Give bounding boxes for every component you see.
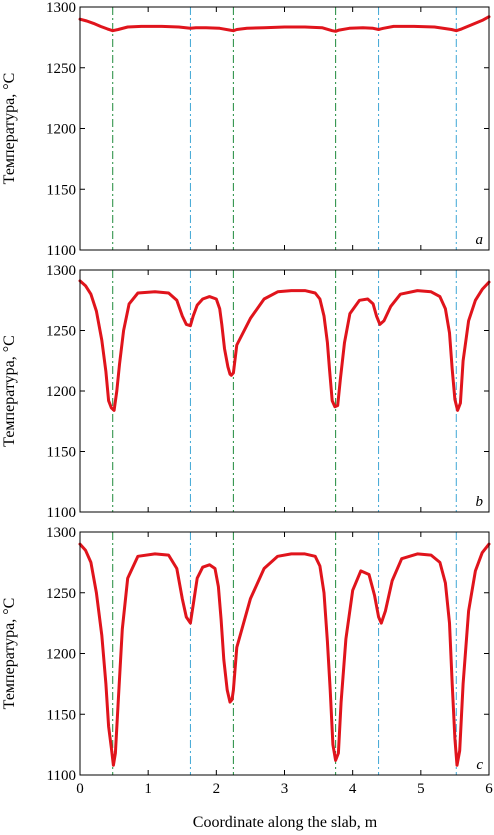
y-tick-label: 1150 — [47, 707, 76, 723]
y-axis-label: Температура, °C — [1, 335, 18, 447]
panel-a: 1100 1150 1200 1250 1300 Температура, °C a — [1, 0, 491, 259]
plot-frame — [79, 269, 490, 513]
y-tick-label: 1250 — [46, 61, 76, 77]
y-tick-label: 1200 — [46, 384, 76, 400]
temperature-curve — [78, 279, 491, 412]
y-tick-label: 1300 — [46, 525, 76, 541]
x-tick-label: 5 — [417, 781, 425, 797]
y-tick-label: 1100 — [47, 243, 76, 259]
y-tick-label: 1300 — [46, 0, 76, 16]
y-tick-label: 1150 — [47, 182, 76, 198]
plot-frame — [79, 531, 490, 776]
y-tick-label: 1150 — [47, 445, 76, 461]
x-tick-label: 0 — [76, 781, 84, 797]
panel-b: 1100 1150 1200 1250 1300 Температура, °C b — [1, 263, 491, 521]
x-axis-label: Coordinate along the slab, m — [193, 814, 378, 831]
x-tick-label: 2 — [213, 781, 221, 797]
y-tick-label: 1100 — [47, 768, 76, 784]
y-axis-label: Температура, °C — [1, 598, 18, 710]
y-tick-label: 1200 — [46, 122, 76, 138]
y-tick-label: 1300 — [46, 263, 76, 279]
x-tick-label: 6 — [485, 781, 493, 797]
panel-letter: c — [476, 757, 483, 773]
panel-c: 1100 1150 1200 1250 1300 0 1 2 3 4 5 6 Температура, … — [1, 525, 493, 797]
temperature-curve — [78, 15, 491, 33]
y-axis-label: Температура, °C — [1, 73, 18, 185]
panel-letter: b — [476, 494, 484, 510]
y-tick-label: 1250 — [46, 324, 76, 340]
x-tick-label: 1 — [144, 781, 152, 797]
x-tick-label: 4 — [349, 781, 357, 797]
x-tick-label: 3 — [281, 781, 289, 797]
temperature-curve — [78, 542, 491, 767]
y-tick-label: 1100 — [47, 505, 76, 521]
y-tick-label: 1200 — [46, 647, 76, 663]
plot-frame — [79, 6, 490, 251]
panel-letter: a — [476, 232, 484, 248]
y-tick-label: 1250 — [46, 586, 76, 602]
